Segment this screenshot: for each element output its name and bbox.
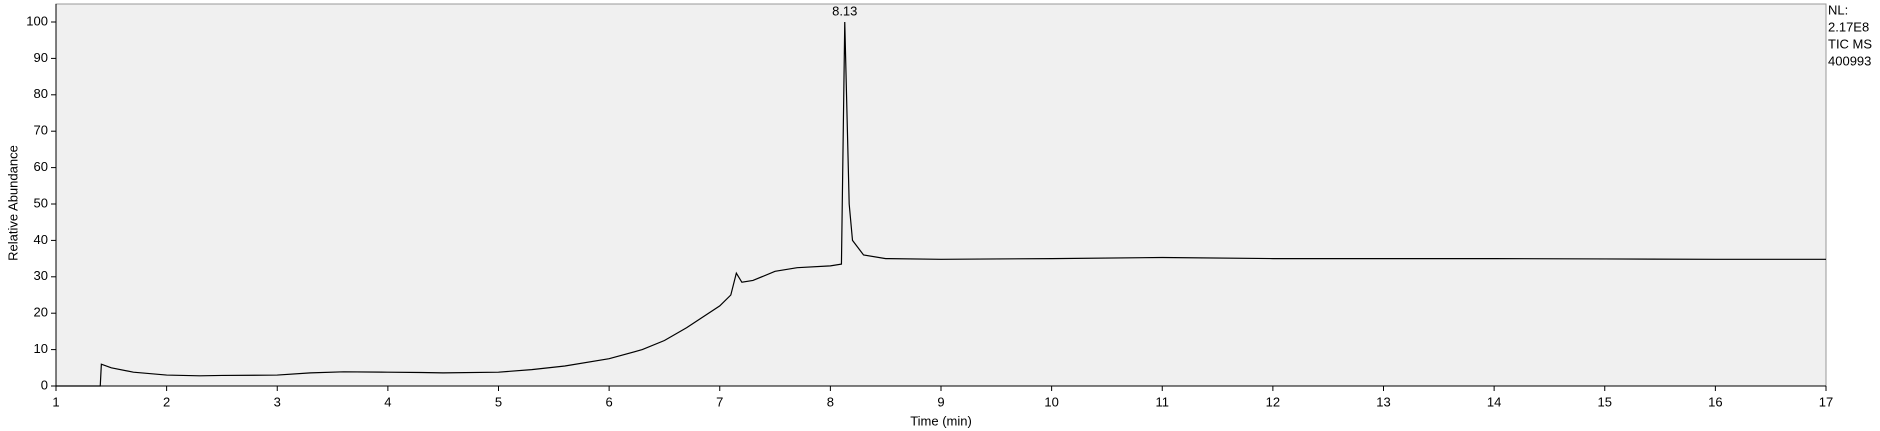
- y-tick-label: 50: [34, 195, 48, 210]
- x-tick-label: 4: [384, 394, 391, 409]
- info-text: 400993: [1828, 53, 1871, 68]
- y-tick-label: 100: [26, 13, 48, 28]
- x-tick-label: 12: [1266, 394, 1280, 409]
- x-tick-label: 6: [606, 394, 613, 409]
- plot-area: [55, 3, 1827, 387]
- y-tick-label: 10: [34, 341, 48, 356]
- x-tick-label: 2: [163, 394, 170, 409]
- x-tick-label: 16: [1708, 394, 1722, 409]
- x-tick-label: 9: [937, 394, 944, 409]
- x-tick-label: 17: [1819, 394, 1833, 409]
- peak-label: 8.13: [832, 3, 857, 18]
- x-tick-label: 10: [1044, 394, 1058, 409]
- y-tick-label: 40: [34, 232, 48, 247]
- x-tick-label: 14: [1487, 394, 1501, 409]
- y-tick-label: 30: [34, 268, 48, 283]
- x-tick-label: 5: [495, 394, 502, 409]
- x-tick-label: 13: [1376, 394, 1390, 409]
- info-text: 2.17E8: [1828, 19, 1869, 34]
- y-tick-label: 60: [34, 159, 48, 174]
- x-tick-label: 15: [1598, 394, 1612, 409]
- x-axis-label: Time (min): [910, 413, 972, 428]
- x-tick-label: 1: [52, 394, 59, 409]
- y-tick-label: 0: [41, 377, 48, 392]
- info-text: TIC MS: [1828, 36, 1872, 51]
- trace-line: [56, 21, 1826, 387]
- x-tick-label: 7: [716, 394, 723, 409]
- x-tick-label: 11: [1156, 394, 1170, 409]
- y-tick-label: 20: [34, 305, 48, 320]
- y-tick-label: 70: [34, 123, 48, 138]
- y-tick-label: 90: [34, 50, 48, 65]
- y-tick-label: 80: [34, 86, 48, 101]
- y-axis-label: Relative Abundance: [5, 145, 20, 261]
- x-tick-label: 3: [274, 394, 281, 409]
- info-text: NL:: [1828, 2, 1848, 17]
- x-tick-label: 8: [827, 394, 834, 409]
